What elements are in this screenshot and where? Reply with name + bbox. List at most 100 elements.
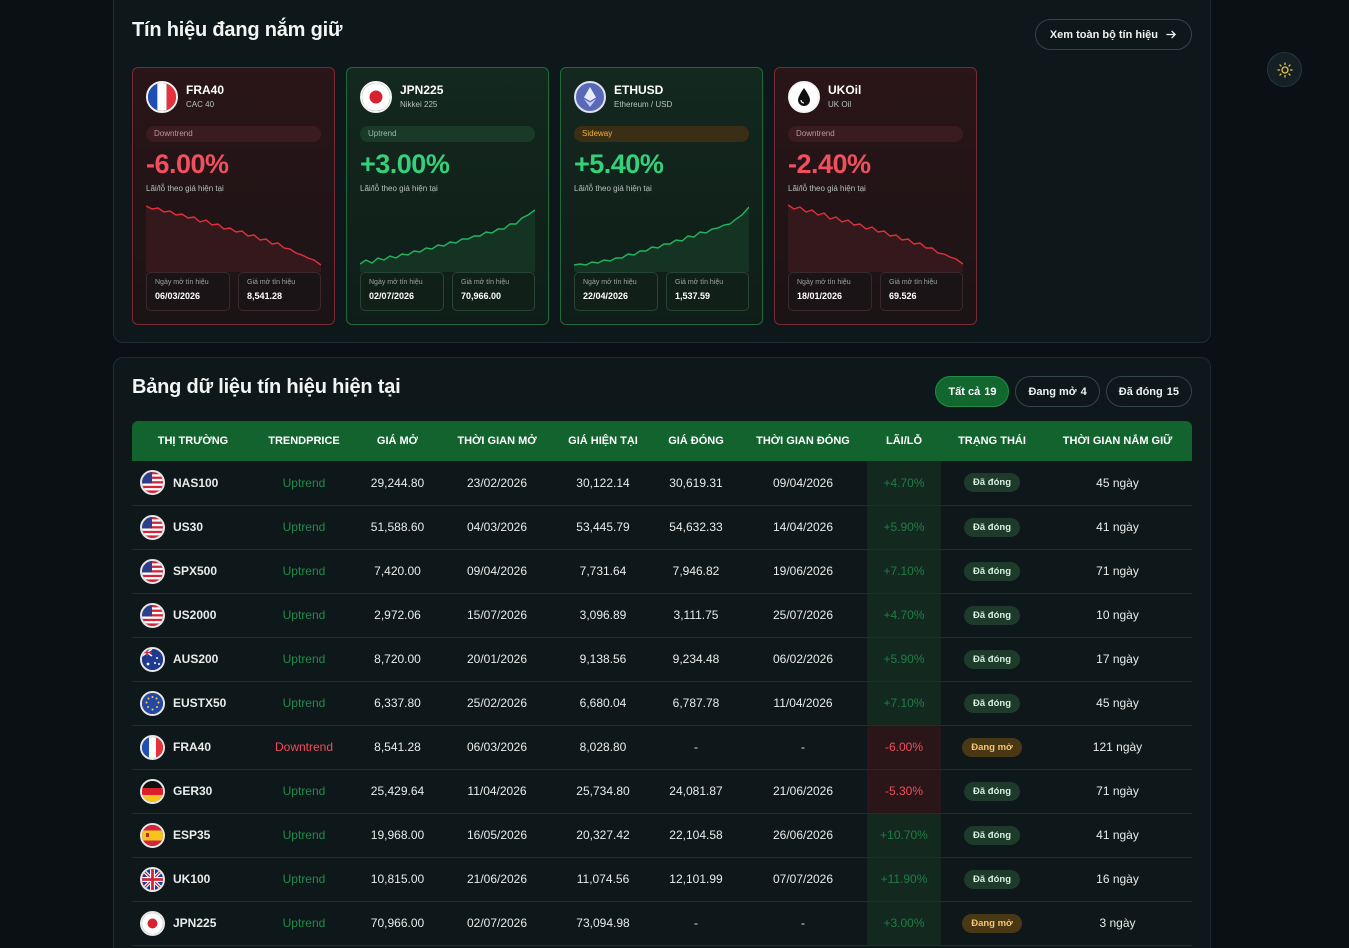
open-price-value: 69.526	[889, 291, 917, 301]
cell-close-time: 19/06/2026	[739, 549, 867, 594]
filter-count: 19	[984, 385, 997, 398]
cell-hold-time: 45 ngày	[1043, 681, 1192, 726]
cell-hold-time: 45 ngày	[1043, 461, 1192, 506]
open-date-value: 18/01/2026	[797, 291, 843, 301]
table-row[interactable]: GER30 Uptrend 25,429.64 11/04/2026 25,734.80…	[132, 769, 1192, 814]
market-symbol: US30	[173, 520, 204, 534]
cell-status: Đã đóng	[941, 857, 1043, 902]
cell-current-price: 6,680.04	[553, 681, 653, 726]
cell-close-time: -	[739, 901, 867, 946]
open-price-label: Giá mở tín hiệu	[247, 279, 296, 286]
cell-close-time: 26/06/2026	[739, 813, 867, 858]
cell-trend: Uptrend	[254, 549, 354, 594]
open-date-value: 02/07/2026	[369, 291, 415, 301]
cell-status: Đã đóng	[941, 637, 1043, 682]
cell-hold-time: 16 ngày	[1043, 857, 1192, 902]
cell-open-price: 25,429.64	[354, 769, 441, 814]
open-price-value: 1,537.59	[675, 291, 711, 301]
market-symbol: FRA40	[173, 740, 212, 754]
open-date-label: Ngày mở tín hiệu	[369, 279, 423, 286]
arrow-right-icon	[1166, 30, 1177, 39]
cell-close-time: -	[739, 725, 867, 770]
col-market[interactable]: THỊ TRƯỜNG	[157, 435, 229, 447]
signal-card-ethusd[interactable]: ETHUSD Ethereum / USD Sideway +5.40% Lãi…	[560, 67, 763, 325]
market-symbol: JPN225	[173, 916, 217, 930]
cell-trend: Uptrend	[254, 769, 354, 814]
col-close-time[interactable]: THỜI GIAN ĐÓNG	[756, 435, 850, 447]
col-hold-time[interactable]: THỜI GIAN NẮM GIỮ	[1062, 435, 1173, 447]
cell-trend: Uptrend	[254, 505, 354, 550]
cell-current-price: 20,327.42	[553, 813, 653, 858]
theme-toggle-button[interactable]	[1267, 52, 1302, 87]
sparkline-chart	[574, 206, 749, 272]
filter-label: Tất cả	[948, 385, 981, 398]
table-row[interactable]: ESP35 Uptrend 19,968.00 16/05/2026 20,327.42…	[132, 813, 1192, 858]
filter-open-button[interactable]: Đang mở 4	[1015, 376, 1100, 407]
view-all-signals-button[interactable]: Xem toàn bộ tín hiệu	[1034, 19, 1192, 50]
table-row[interactable]: NAS100 Uptrend 29,244.80 23/02/2026 30,122.1…	[132, 461, 1192, 506]
filter-all-button[interactable]: Tất cả 19	[935, 376, 1010, 407]
signal-card-jpn225[interactable]: JPN225 Nikkei 225 Uptrend +3.00% Lãi/lỗ …	[346, 67, 549, 325]
table-row[interactable]: JPN225 Uptrend 70,966.00 02/07/2026 73,094.9…	[132, 901, 1192, 946]
cell-status: Đang mở	[941, 725, 1043, 770]
table-row[interactable]: AUS200 Uptrend 8,720.00 20/01/2026 9,138.56 9…	[132, 637, 1192, 682]
table-row[interactable]: EUSTX50 Uptrend 6,337.80 25/02/2026 6,680.04…	[132, 681, 1192, 726]
card-symbol: FRA40	[186, 83, 225, 97]
status-badge: Đã đóng	[964, 825, 1020, 845]
cell-profit-loss: +11.90%	[867, 857, 941, 902]
cell-status: Đã đóng	[941, 813, 1043, 858]
market-symbol: NAS100	[173, 475, 219, 490]
col-status[interactable]: TRẠNG THÁI	[958, 435, 1026, 447]
table-row[interactable]: UK100 Uptrend 10,815.00 21/06/2026 11,074.56…	[132, 857, 1192, 902]
col-open-time[interactable]: THỜI GIAN MỞ	[457, 435, 537, 447]
col-open-price[interactable]: GIÁ MỞ	[376, 435, 419, 447]
cell-open-price: 2,972.06	[354, 593, 441, 638]
status-badge: Đã đóng	[964, 869, 1020, 889]
cell-trend: Uptrend	[254, 857, 354, 902]
cell-status: Đã đóng	[941, 593, 1043, 638]
col-close-price[interactable]: GIÁ ĐÓNG	[668, 435, 724, 447]
cell-profit-loss: +5.90%	[867, 637, 941, 682]
cell-profit-loss: +5.90%	[867, 505, 941, 550]
sparkline-chart	[146, 205, 321, 272]
cell-open-time: 11/04/2026	[441, 769, 553, 814]
table-row[interactable]: US30 Uptrend 51,588.60 04/03/2026 53,445.79 5…	[132, 505, 1192, 550]
cell-open-time: 25/02/2026	[441, 681, 553, 726]
cell-market: FRA40	[132, 725, 254, 770]
cell-market: GER30	[132, 769, 254, 814]
cell-current-price: 25,734.80	[553, 769, 653, 814]
cell-market: JPN225	[132, 901, 254, 946]
cell-current-price: 7,731.64	[553, 549, 653, 594]
table-row[interactable]: US2000 Uptrend 2,972.06 15/07/2026 3,096.89 3…	[132, 593, 1192, 638]
signal-card-ukoil[interactable]: UKOil UK Oil Downtrend -2.40% Lãi/lỗ the…	[774, 67, 977, 325]
cell-open-time: 21/06/2026	[441, 857, 553, 902]
sun-icon	[1276, 61, 1293, 78]
signal-card-fra40[interactable]: FRA40 CAC 40 Downtrend -6.00% Lãi/lỗ the…	[132, 67, 335, 325]
cell-profit-loss: -6.00%	[867, 725, 941, 770]
card-name: UK Oil	[828, 100, 852, 109]
cell-market: ESP35	[132, 813, 254, 858]
open-price-value: 8,541.28	[247, 291, 283, 301]
col-trendprice[interactable]: TRENDPRICE	[268, 435, 340, 447]
open-date-label: Ngày mở tín hiệu	[797, 279, 851, 286]
cell-market: UK100	[132, 857, 254, 902]
table-row[interactable]: SPX500 Uptrend 7,420.00 09/04/2026 7,731.64 7…	[132, 549, 1192, 594]
table-row[interactable]: FRA40 Downtrend 8,541.28 06/03/2026 8,028.80…	[132, 725, 1192, 770]
filter-count: 15	[1166, 385, 1179, 398]
filter-closed-button[interactable]: Đã đóng 15	[1105, 376, 1192, 407]
col-profit-loss[interactable]: LÃI/LỖ	[885, 435, 923, 447]
open-price-value: 70,966.00	[461, 291, 502, 301]
cell-close-price: 54,632.33	[653, 505, 739, 550]
jp-flag-icon	[140, 910, 165, 936]
cell-market: US30	[132, 505, 254, 550]
open-price-label: Giá mở tín hiệu	[675, 279, 724, 286]
cell-profit-loss: -5.30%	[867, 769, 941, 814]
card-trend: Downtrend	[788, 126, 963, 142]
cell-current-price: 11,074.56	[553, 857, 653, 902]
cell-market: EUSTX50	[132, 681, 254, 726]
us-flag-icon	[140, 514, 165, 540]
col-current-price[interactable]: GIÁ HIỆN TẠI	[568, 435, 638, 447]
cell-open-time: 09/04/2026	[441, 549, 553, 594]
open-price-box: Giá mở tín hiệu 70,966.00	[452, 272, 535, 311]
cell-current-price: 53,445.79	[553, 505, 653, 550]
